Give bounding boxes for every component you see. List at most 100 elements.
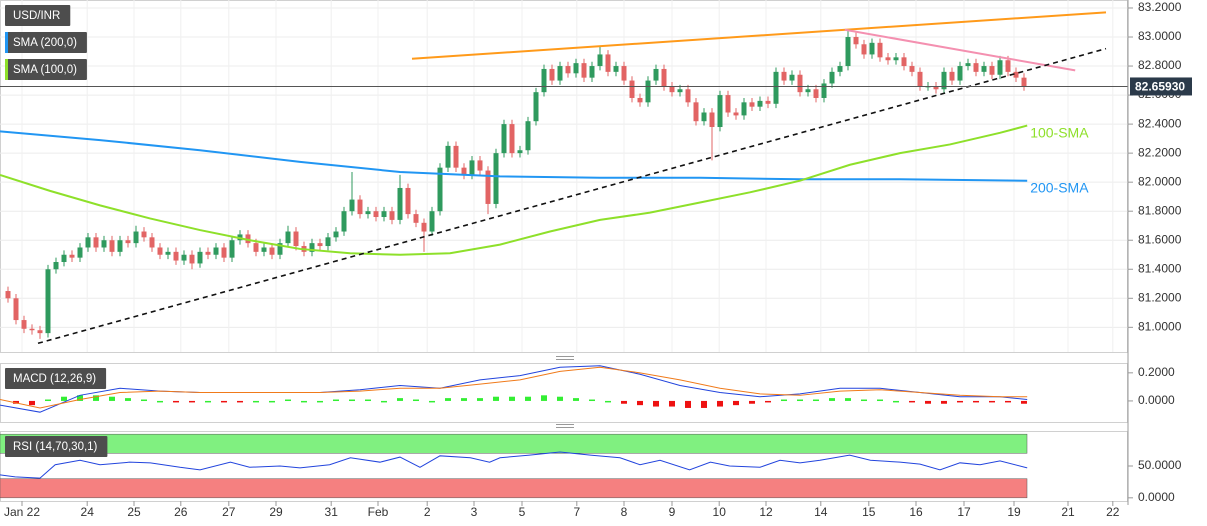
macd-histogram-bar xyxy=(109,396,115,401)
x-tick-label: 24 xyxy=(81,505,95,519)
macd-histogram-bar xyxy=(989,400,995,403)
macd-histogram-bar xyxy=(477,398,483,401)
candle-body xyxy=(709,112,715,128)
candle-body xyxy=(597,54,603,67)
macd-histogram-bar xyxy=(669,400,675,407)
x-tick-label: Feb xyxy=(368,505,389,519)
candle-body xyxy=(917,71,923,87)
candle-body xyxy=(77,247,83,258)
candle-body xyxy=(693,102,699,122)
macd-histogram-bar xyxy=(141,399,147,402)
candle-body xyxy=(53,262,59,270)
candle-body xyxy=(525,121,531,151)
candle-body xyxy=(205,251,211,255)
candle-body xyxy=(37,330,43,334)
x-tick-label: 25 xyxy=(127,505,141,519)
macd-histogram-bar xyxy=(525,396,531,401)
candle-body xyxy=(109,240,115,252)
x-tick-label: 9 xyxy=(669,505,676,519)
candle-body xyxy=(837,66,843,72)
candle-body xyxy=(157,247,163,255)
candle-body xyxy=(421,222,427,232)
legend-swatch xyxy=(5,59,8,80)
legend-box xyxy=(5,368,107,389)
candle-body xyxy=(381,211,387,218)
candle-body xyxy=(197,251,203,264)
candle-body xyxy=(221,247,227,258)
x-tick-label: 22 xyxy=(1106,505,1120,519)
last-price-label: 82.65930 xyxy=(1135,80,1185,94)
pane-handle[interactable] xyxy=(556,356,574,428)
macd-line xyxy=(0,366,1028,409)
candle-body xyxy=(637,97,643,103)
macd-histogram-bar xyxy=(285,399,291,402)
candle-body xyxy=(149,237,155,248)
candle-body xyxy=(973,63,979,72)
macd-histogram-bar xyxy=(813,399,819,402)
candle-body xyxy=(85,237,91,248)
candle-body xyxy=(365,211,371,215)
candle-body xyxy=(69,254,75,258)
y-tick-label: 81.0000 xyxy=(1138,319,1182,333)
legend-label: SMA (100,0) xyxy=(13,64,77,76)
x-tick-label: 10 xyxy=(713,505,727,519)
candle-body xyxy=(493,153,499,204)
macd-histogram-bar xyxy=(941,400,947,404)
candle-body xyxy=(189,254,195,264)
candle-body xyxy=(685,89,691,103)
macd-histogram-bar xyxy=(205,400,211,403)
candle-body xyxy=(477,160,483,171)
macd-histogram-bar xyxy=(973,400,979,403)
rsi-band xyxy=(0,433,1028,454)
candle-body xyxy=(253,243,259,252)
candle-body xyxy=(341,211,347,232)
candle-body xyxy=(397,187,403,220)
candle-body xyxy=(941,71,947,90)
candle-body xyxy=(165,251,171,255)
macd-histogram-bar xyxy=(29,400,35,406)
y-tick-label: 82.4000 xyxy=(1138,116,1182,130)
macd-histogram-bar xyxy=(333,399,339,402)
sma-line xyxy=(0,124,1028,256)
macd-histogram-bar xyxy=(781,399,787,402)
y-tick-label: 0.0000 xyxy=(1138,393,1175,407)
candle-body xyxy=(317,243,323,247)
candle-body xyxy=(389,211,395,220)
sma-label: 200-SMA xyxy=(1030,179,1089,195)
candle-body xyxy=(93,237,99,248)
macd-histogram-bar xyxy=(861,399,867,402)
candle-body xyxy=(45,269,51,334)
x-tick-label: 5 xyxy=(519,505,526,519)
pane-frame xyxy=(0,363,1128,423)
macd-histogram-bar xyxy=(157,400,163,403)
macd-histogram-bar xyxy=(621,400,627,404)
candle-body xyxy=(261,247,267,252)
y-tick-label: 81.6000 xyxy=(1138,232,1182,246)
candle-body xyxy=(565,66,571,74)
candle-body xyxy=(749,102,755,107)
y-tick-label: 81.8000 xyxy=(1138,203,1182,217)
candle-body xyxy=(581,63,587,78)
macd-histogram-bar xyxy=(701,400,707,408)
y-tick-label: 0.0000 xyxy=(1138,490,1175,504)
candle-body xyxy=(373,211,379,218)
y-tick-label: 81.2000 xyxy=(1138,290,1182,304)
candle-body xyxy=(789,74,795,81)
candle-body xyxy=(125,240,131,244)
macd-histogram-bar xyxy=(429,400,435,403)
candle-body xyxy=(173,251,179,261)
macd-histogram-bar xyxy=(253,400,259,403)
candle-body xyxy=(541,68,547,93)
macd-histogram-bar xyxy=(461,398,467,401)
candle-body xyxy=(573,63,579,74)
candle-body xyxy=(957,66,963,81)
macd-histogram-bar xyxy=(77,395,83,401)
candle-body xyxy=(677,89,683,93)
candle-body xyxy=(277,243,283,255)
macd-histogram-bar xyxy=(845,398,851,401)
candle-body xyxy=(293,231,299,247)
candle-body xyxy=(669,86,675,93)
macd-histogram-bar xyxy=(797,399,803,402)
x-tick-label: 16 xyxy=(909,505,923,519)
